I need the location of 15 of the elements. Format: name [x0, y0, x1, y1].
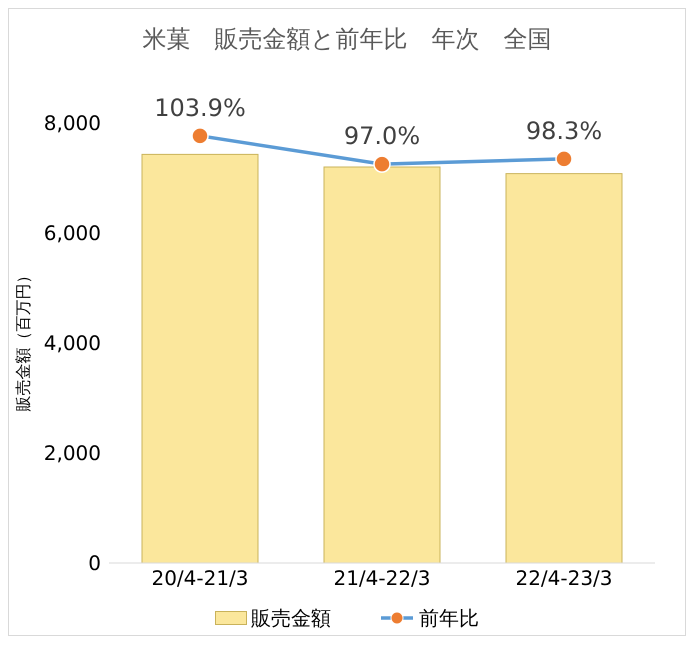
y-tick-label: 2,000	[44, 441, 101, 466]
legend-label: 販売金額	[251, 604, 331, 632]
data-label: 98.3%	[526, 116, 602, 145]
x-tick-label: 20/4-21/3	[151, 566, 249, 590]
chart-title: 米菓 販売金額と前年比 年次 全国	[142, 24, 552, 55]
legend-label: 前年比	[419, 604, 479, 632]
y-tick-label: 0	[88, 551, 101, 576]
y-axis-title: 販売金額（百万円）	[14, 266, 34, 414]
x-tick-label: 21/4-22/3	[333, 566, 431, 590]
data-label: 103.9%	[154, 94, 246, 122]
data-label: 97.0%	[344, 122, 420, 150]
y-tick-label: 4,000	[44, 331, 101, 356]
y-tick-label: 6,000	[44, 221, 101, 246]
x-tick-label: 22/4-23/3	[515, 566, 613, 590]
y-tick-label: 8,000	[44, 111, 101, 136]
